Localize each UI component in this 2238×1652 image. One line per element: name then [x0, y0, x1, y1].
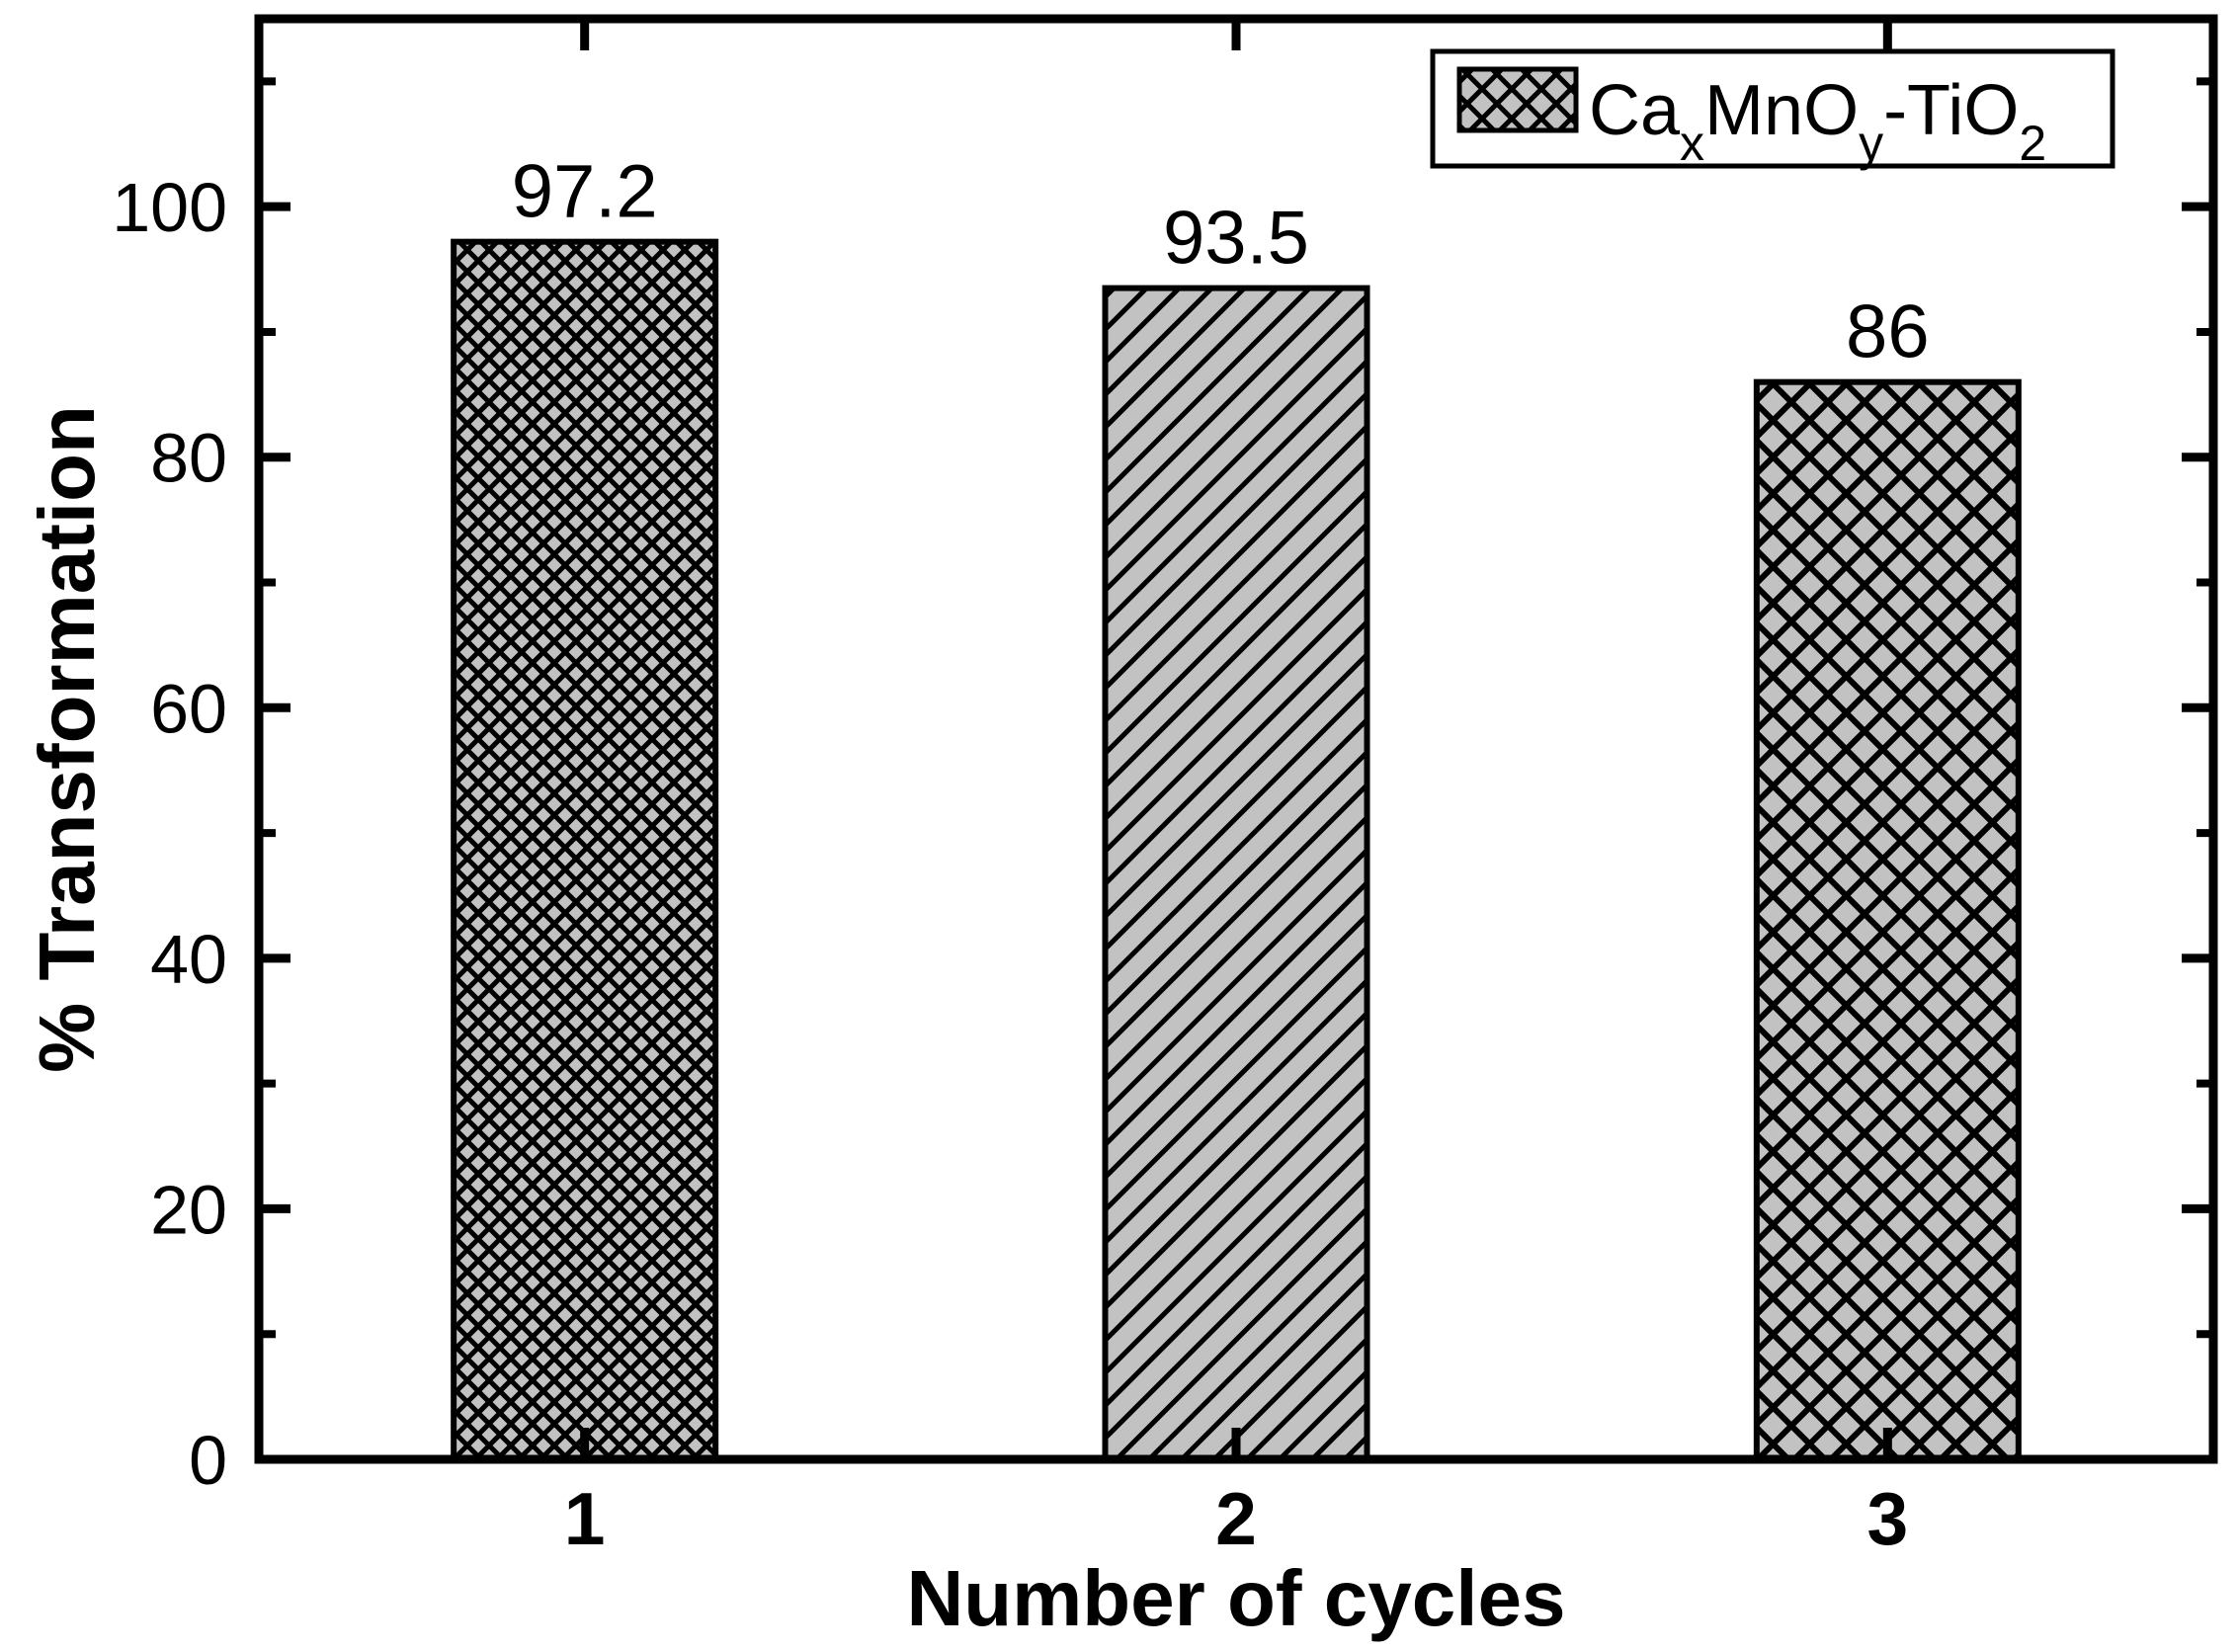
y-axis-title: % Transformation — [23, 405, 111, 1073]
bar-value-label-3: 86 — [1846, 290, 1930, 374]
y-tick-label-40: 40 — [150, 921, 227, 998]
bar-cycle-1 — [451, 238, 719, 1462]
legend-swatch — [1456, 66, 1579, 133]
x-axis-title: Number of cycles — [907, 1554, 1566, 1642]
y-tick-label-100: 100 — [112, 169, 227, 246]
x-tick-label-1: 1 — [564, 1477, 606, 1560]
legend-group: CaxMnOy-TiO2 — [1430, 48, 2115, 171]
bars-group — [451, 238, 2022, 1462]
bar-value-label-2: 93.5 — [1163, 197, 1309, 281]
ticks-group — [259, 19, 2213, 1464]
bar-cycle-2 — [1102, 285, 1370, 1462]
y-tick-label-80: 80 — [150, 420, 227, 497]
bar-cycle-3 — [1753, 378, 2022, 1462]
x-tick-label-2: 2 — [1215, 1477, 1257, 1560]
legend-label: CaxMnOy-TiO2 — [1589, 71, 2046, 171]
bar-value-label-1: 97.2 — [512, 150, 658, 234]
y-tick-label-0: 0 — [189, 1422, 227, 1499]
labels-group: 97.2 93.5 86 0 20 40 60 80 100 1 2 3 Number of cycle… — [23, 150, 1930, 1642]
y-tick-label-60: 60 — [150, 670, 227, 747]
y-tick-label-20: 20 — [150, 1171, 227, 1248]
x-tick-label-3: 3 — [1866, 1477, 1908, 1560]
